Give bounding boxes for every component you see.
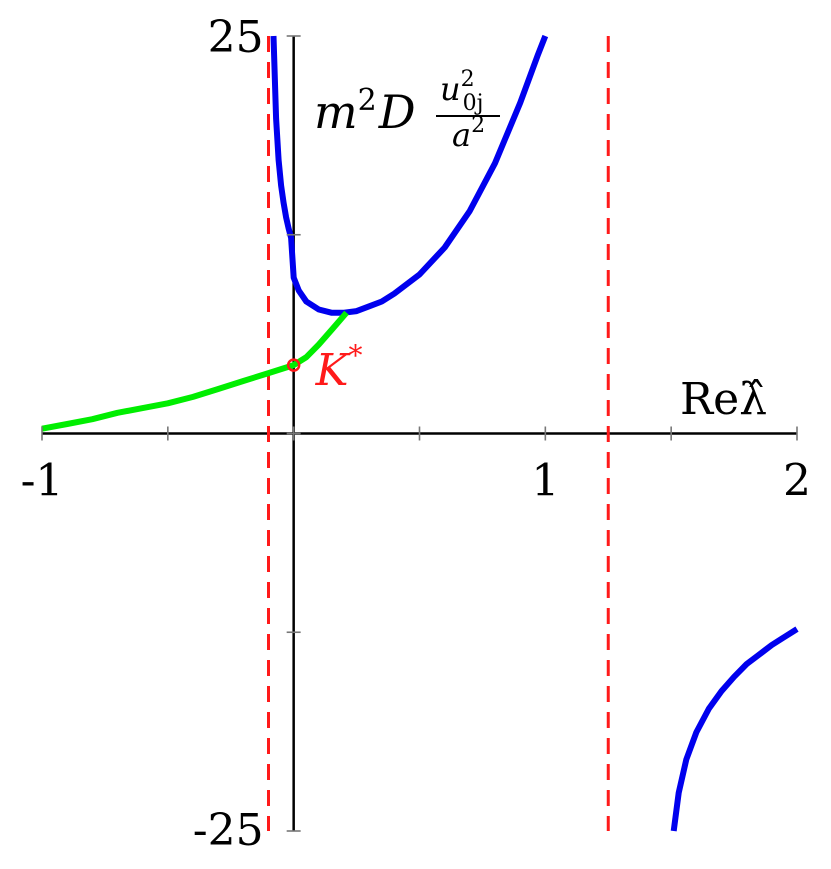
x-tick-label: -1	[21, 456, 64, 507]
x-axis-title: Reλ̂	[680, 374, 767, 425]
series-line-2	[670, 626, 799, 832]
y-axis-title-numerator: u2 0j	[440, 67, 483, 116]
kstar-sup: *	[349, 339, 363, 372]
series-line-3	[41, 310, 349, 432]
kstar-letter: K	[315, 345, 351, 396]
y-tick-label: -25	[193, 805, 264, 856]
series	[41, 34, 799, 832]
y-axis-title-a: a	[452, 116, 471, 154]
y-axis-title-prefix: m2D	[314, 83, 416, 139]
y-tick-label: 25	[208, 12, 264, 63]
y-axis-title-m: m	[314, 85, 358, 139]
kstar-marker	[286, 358, 301, 372]
asymptotes	[267, 36, 610, 831]
y-axis-title-denominator: a2	[452, 113, 485, 154]
y-axis-title-m-sup: 2	[358, 83, 377, 118]
y-axis-title-a-sup: 2	[471, 113, 485, 138]
y-axis-title-u: u	[440, 70, 461, 108]
kstar-label: K*	[315, 339, 363, 396]
y-axis-title-u-sub: 0j	[463, 91, 484, 116]
series-line-1	[270, 34, 549, 316]
x-tick-label: 1	[531, 456, 559, 507]
ticks: -1 1 2 25 -25	[21, 12, 811, 856]
y-axis-title-u-sup: 2	[461, 67, 475, 92]
y-axis-title-d: D	[378, 85, 416, 139]
x-tick-label: 2	[783, 456, 811, 507]
